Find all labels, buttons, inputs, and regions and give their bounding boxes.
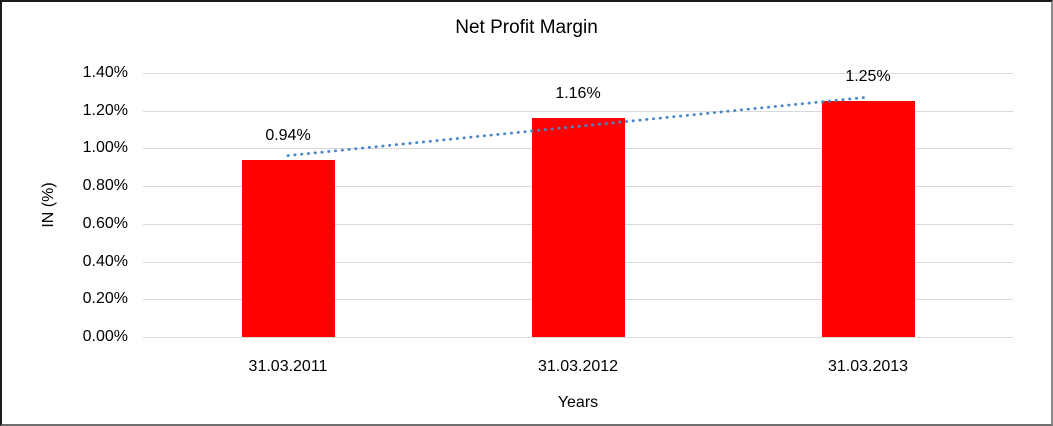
x-tick-label: 31.03.2013 (827, 358, 909, 375)
y-tick-label: 1.00% (82, 139, 128, 157)
y-tick-label: 1.20% (82, 101, 128, 119)
y-tick-label: 1.40% (82, 64, 128, 81)
data-label: 1.25% (845, 68, 891, 86)
y-tick-label: 0.20% (82, 290, 128, 308)
bar-31.03.2011 (241, 159, 335, 337)
data-label: 1.16% (555, 85, 601, 103)
x-tick-label: 31.03.2012 (537, 358, 619, 375)
x-axis-title: Years (557, 394, 599, 411)
plot-area: 0.94% 1.16% 1.25% (143, 68, 1013, 338)
y-tick-label: 0.00% (82, 328, 128, 345)
gridline (143, 337, 1013, 338)
bar-31.03.2013 (821, 101, 915, 337)
data-label: 0.94% (265, 126, 311, 144)
y-tick-label: 0.40% (82, 252, 128, 270)
bar-31.03.2012 (531, 118, 625, 337)
y-tick-label: 0.60% (82, 214, 128, 232)
chart-title: Net Profit Margin (455, 17, 598, 38)
x-tick-label: 31.03.2011 (248, 358, 328, 375)
gridline (143, 73, 1013, 74)
y-tick-label: 0.80% (82, 177, 128, 195)
